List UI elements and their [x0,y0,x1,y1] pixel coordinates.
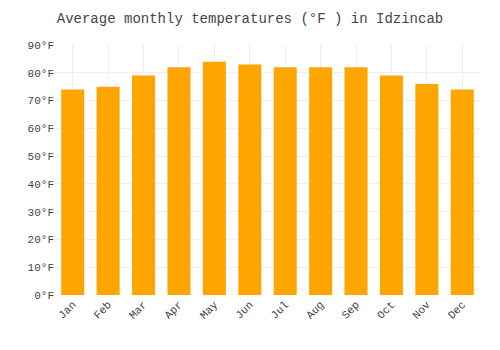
svg-text:80°F: 80°F [28,68,54,80]
svg-text:0°F: 0°F [34,290,54,302]
svg-text:90°F: 90°F [28,40,54,52]
svg-text:60°F: 60°F [28,123,54,135]
svg-text:40°F: 40°F [28,179,54,191]
svg-text:Average monthly temperatures (: Average monthly temperatures (°F ) in Id… [57,11,443,27]
svg-text:Dec: Dec [446,299,468,321]
svg-text:Jan: Jan [56,299,78,321]
svg-text:Sep: Sep [340,299,362,321]
svg-text:20°F: 20°F [28,234,54,246]
svg-text:Mar: Mar [127,299,149,321]
svg-text:Nov: Nov [410,299,433,322]
svg-text:Jun: Jun [233,299,255,321]
svg-text:10°F: 10°F [28,262,54,274]
svg-text:30°F: 30°F [28,207,54,219]
svg-text:Jul: Jul [269,299,291,321]
svg-text:Aug: Aug [304,299,326,321]
svg-text:May: May [198,299,221,322]
svg-text:Oct: Oct [375,299,397,321]
svg-text:50°F: 50°F [28,151,54,163]
svg-text:Apr: Apr [162,299,184,321]
svg-text:70°F: 70°F [28,95,54,107]
svg-text:Feb: Feb [92,299,114,321]
